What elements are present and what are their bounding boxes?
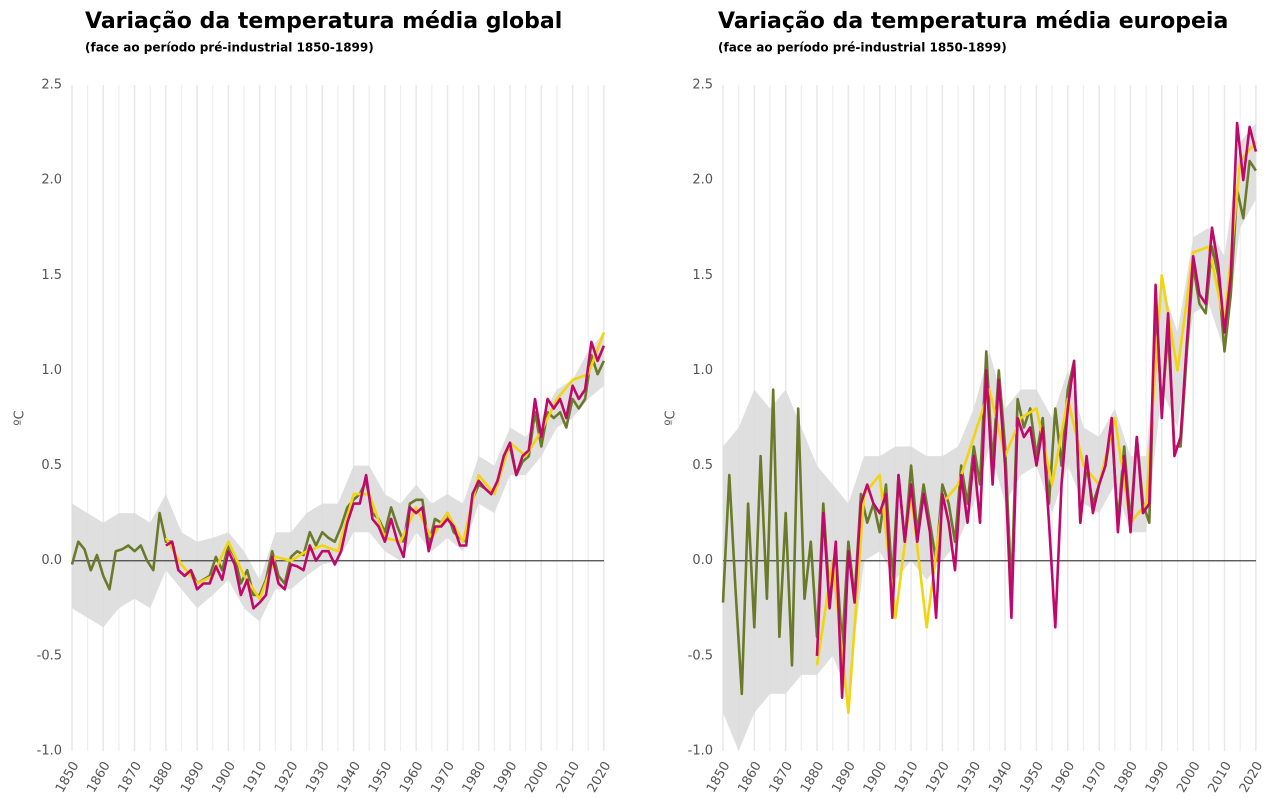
x-tick-label: 1990 xyxy=(491,759,521,795)
x-tick-label: 1900 xyxy=(209,759,239,795)
x-tick-label: 1900 xyxy=(861,759,891,795)
chart-title: Variação da temperatura média global xyxy=(85,9,562,34)
x-tick-label: 1870 xyxy=(116,759,146,795)
x-tick-label: 1870 xyxy=(767,759,797,795)
x-tick-label: 1980 xyxy=(1111,759,1141,795)
x-tick-label: 1940 xyxy=(335,759,365,795)
x-tick-label: 1950 xyxy=(366,759,396,795)
y-tick-label: 1.5 xyxy=(692,268,713,283)
y-tick-label: 1.0 xyxy=(692,363,713,378)
x-tick-label: 1880 xyxy=(798,759,828,795)
x-tick-label: 2020 xyxy=(1237,759,1267,795)
y-tick-label: -0.5 xyxy=(37,648,62,663)
y-tick-label: 0.0 xyxy=(41,553,62,568)
y-tick-label: 0.0 xyxy=(692,553,713,568)
chart-subtitle: (face ao período pré-industrial 1850-189… xyxy=(85,41,374,55)
y-tick-label: 2.5 xyxy=(41,78,62,93)
x-tick-label: 1920 xyxy=(272,759,302,795)
x-tick-label: 1960 xyxy=(1049,759,1079,795)
x-tick-label: 1910 xyxy=(892,759,922,795)
x-tick-label: 1930 xyxy=(955,759,985,795)
y-tick-label: 0.5 xyxy=(41,458,62,473)
x-tick-label: 1970 xyxy=(1080,759,1110,795)
x-tick-label: 2010 xyxy=(554,759,584,795)
series-line xyxy=(815,121,1258,699)
y-tick-label: 0.5 xyxy=(692,458,713,473)
x-tick-label: 1960 xyxy=(397,759,427,795)
x-tick-label: 1910 xyxy=(241,759,271,795)
x-tick-label: 2010 xyxy=(1205,759,1235,795)
series-line xyxy=(165,340,606,610)
x-tick-label: 1970 xyxy=(428,759,458,795)
chart-subtitle: (face ao período pré-industrial 1850-189… xyxy=(718,41,1007,55)
x-tick-label: 1930 xyxy=(303,759,333,795)
y-tick-label: 2.0 xyxy=(692,173,713,188)
y-tick-label: 1.0 xyxy=(41,363,62,378)
x-tick-label: 1990 xyxy=(1143,759,1173,795)
y-tick-label: -1.0 xyxy=(688,744,713,759)
y-tick-label: 2.0 xyxy=(41,173,62,188)
chart-title: Variação da temperatura média europeia xyxy=(718,9,1228,34)
x-tick-label: 1920 xyxy=(923,759,953,795)
x-tick-label: 1890 xyxy=(178,759,208,795)
uncertainty-band xyxy=(72,332,604,628)
x-tick-label: 1850 xyxy=(704,759,734,795)
x-tick-label: 1860 xyxy=(735,759,765,795)
y-tick-label: -0.5 xyxy=(688,648,713,663)
x-tick-label: 2020 xyxy=(585,759,615,795)
x-tick-label: 1860 xyxy=(84,759,114,795)
y-tick-label: 2.5 xyxy=(692,78,713,93)
y-axis-label: ºC xyxy=(13,410,28,425)
x-tick-label: 1880 xyxy=(147,759,177,795)
x-tick-label: 1890 xyxy=(829,759,859,795)
x-tick-label: 1980 xyxy=(460,759,490,795)
x-tick-label: 2000 xyxy=(1174,759,1204,795)
y-tick-label: -1.0 xyxy=(37,744,62,759)
x-tick-label: 1850 xyxy=(53,759,83,795)
x-tick-label: 1940 xyxy=(986,759,1016,795)
x-tick-label: 1950 xyxy=(1017,759,1047,795)
y-axis-label: ºC xyxy=(664,410,679,425)
y-tick-label: 1.5 xyxy=(41,268,62,283)
x-tick-label: 2000 xyxy=(522,759,552,795)
